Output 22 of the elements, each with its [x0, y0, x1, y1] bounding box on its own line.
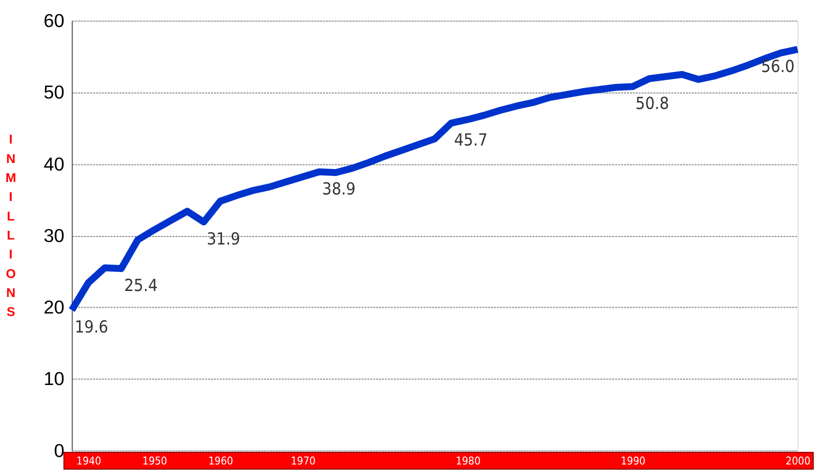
data-label: 38.9	[322, 178, 356, 198]
text: IN MILLIONS	[5, 132, 16, 320]
y-tick-label: 50	[44, 82, 64, 103]
y-tick-label: 0	[54, 440, 64, 461]
x-tick-label: 1950	[142, 454, 168, 468]
y-tick-label: 60	[44, 10, 64, 32]
x-tick-label: 2000	[786, 454, 810, 468]
x-tick-label: 1990	[620, 454, 646, 468]
data-label: 45.7	[454, 130, 488, 150]
data-label: 50.8	[636, 93, 670, 114]
x-tick-label: 1980	[456, 454, 481, 468]
x-tick-label: 1940	[76, 454, 102, 468]
y-tick-label: 10	[44, 368, 64, 390]
y-tick-label: 40	[44, 153, 64, 174]
data-label: 56.0	[761, 56, 795, 76]
y-tick-label: 30	[44, 224, 64, 246]
data-label: 31.9	[206, 228, 240, 249]
data-label: 19.6	[74, 316, 108, 337]
y-tick-label: 20	[44, 296, 64, 318]
x-tick-label: 1970	[290, 454, 316, 468]
x-tick-label: 1960	[208, 454, 234, 468]
data-label: 25.4	[124, 275, 158, 296]
